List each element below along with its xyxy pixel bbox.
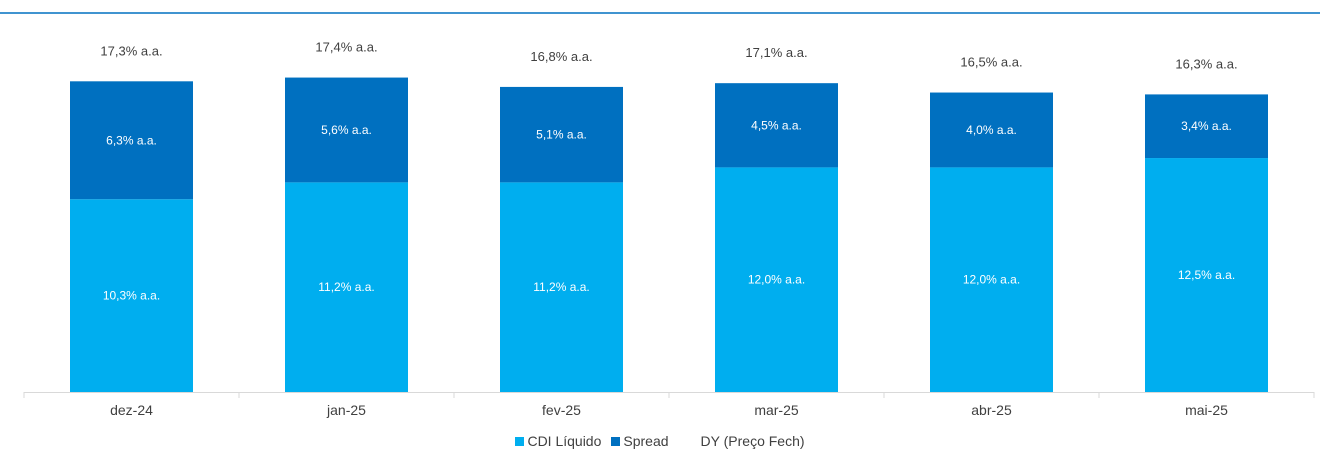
legend-item-dy: DY (Preço Fech) — [679, 433, 805, 449]
label-spread-mar-25: 4,5% a.a. — [751, 118, 802, 132]
label-spread-mai-25: 3,4% a.a. — [1181, 119, 1232, 133]
label-dy-jan-25: 17,4% a.a. — [315, 40, 377, 55]
label-cdi-mai-25: 12,5% a.a. — [1178, 268, 1235, 282]
legend-label-cdi: CDI Líquido — [527, 433, 602, 449]
label-dy-mai-25: 16,3% a.a. — [1175, 56, 1237, 71]
label-cdi-dez-24: 10,3% a.a. — [103, 289, 160, 303]
bar-spread-jan-25 — [285, 77, 408, 183]
bar-cdi-mai-25 — [1145, 158, 1268, 392]
bar-spread-mar-25 — [715, 83, 838, 168]
legend-swatch-spread — [611, 436, 621, 446]
label-cdi-jan-25: 11,2% a.a. — [318, 280, 374, 294]
label-cdi-fev-25: 11,2% a.a. — [533, 280, 589, 294]
legend-swatch-cdi — [515, 436, 525, 446]
legend-label-dy: DY (Preço Fech) — [700, 433, 805, 449]
bar-cdi-abr-25 — [930, 167, 1053, 392]
label-dy-mar-25: 17,1% a.a. — [745, 45, 807, 60]
bar-spread-mai-25 — [1145, 94, 1268, 159]
legend: CDI Líquido Spread DY (Preço Fech) — [0, 433, 1320, 449]
label-cdi-mar-25: 12,0% a.a. — [748, 273, 805, 287]
label-spread-fev-25: 5,1% a.a. — [536, 128, 587, 142]
bar-cdi-mar-25 — [715, 167, 838, 392]
x-tick-label-jan-25: jan-25 — [326, 402, 366, 418]
bar-cdi-fev-25 — [500, 182, 623, 392]
x-tick-label-fev-25: fev-25 — [542, 402, 581, 418]
label-spread-dez-24: 6,3% a.a. — [106, 133, 157, 147]
bar-spread-fev-25 — [500, 86, 623, 183]
legend-item-cdi: CDI Líquido — [515, 433, 601, 449]
bar-cdi-dez-24 — [70, 199, 193, 392]
x-tick-label-mar-25: mar-25 — [754, 402, 799, 418]
bar-spread-abr-25 — [930, 92, 1053, 168]
label-dy-fev-25: 16,8% a.a. — [530, 49, 592, 64]
x-tick-label-mai-25: mai-25 — [1185, 402, 1228, 418]
x-tick-label-abr-25: abr-25 — [971, 402, 1012, 418]
label-cdi-abr-25: 12,0% a.a. — [963, 273, 1020, 287]
legend-label-spread: Spread — [623, 433, 669, 449]
label-spread-abr-25: 4,0% a.a. — [966, 123, 1017, 137]
label-spread-jan-25: 5,6% a.a. — [321, 123, 372, 137]
bar-cdi-jan-25 — [285, 182, 408, 392]
label-dy-dez-24: 17,3% a.a. — [100, 43, 162, 58]
legend-item-spread: Spread — [611, 433, 669, 449]
x-tick-label-dez-24: dez-24 — [110, 402, 153, 418]
bar-spread-dez-24 — [70, 81, 193, 200]
label-dy-abr-25: 16,5% a.a. — [960, 55, 1022, 70]
